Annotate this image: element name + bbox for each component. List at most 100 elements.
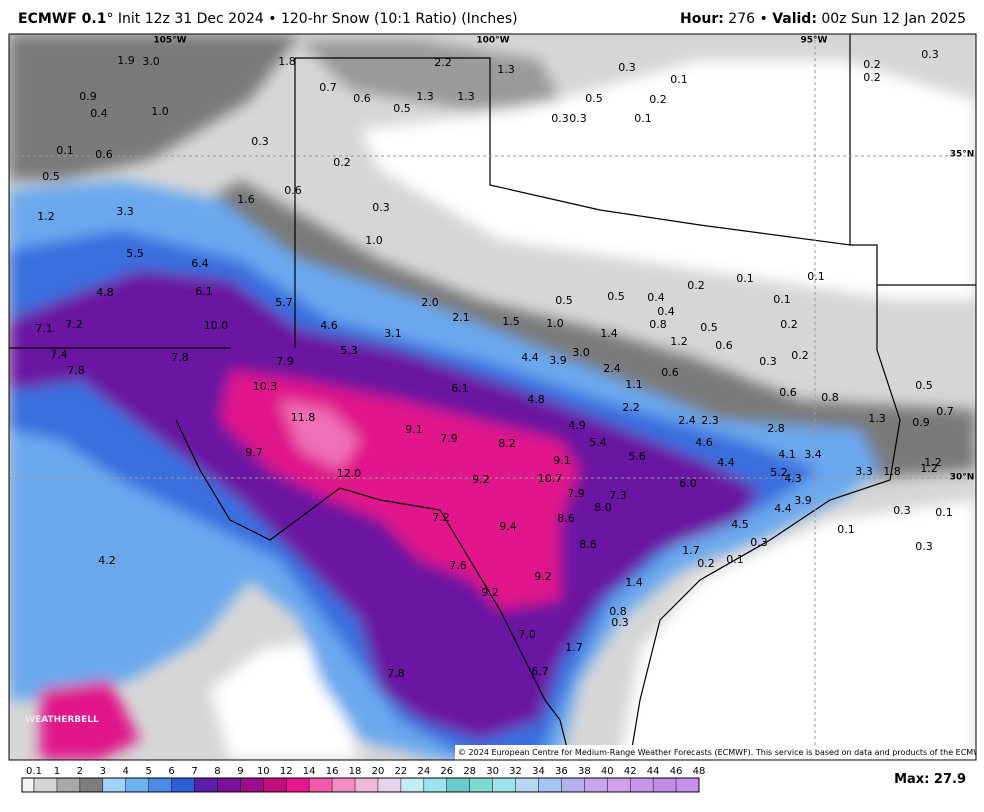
- gray-band: [180, 180, 976, 480]
- legend-tick-label: 28: [463, 766, 476, 777]
- snow-label: 1.0: [546, 317, 564, 330]
- snow-label: 1.2: [920, 462, 938, 475]
- legend-tick-label: 7: [191, 766, 197, 777]
- snow-label: 12.0: [337, 467, 362, 480]
- legend-tick-label: 18: [349, 766, 362, 777]
- snow-label: 8.2: [498, 437, 516, 450]
- snow-label: 0.3: [251, 135, 269, 148]
- snow-label: 7.8: [387, 667, 405, 680]
- snow-label: 9.2: [472, 473, 490, 486]
- legend-swatch: [194, 778, 218, 792]
- legend-swatch: [148, 778, 172, 792]
- snow-label: 0.2: [791, 349, 809, 362]
- legend-tick-label: 34: [532, 766, 545, 777]
- legend-swatch: [676, 778, 699, 792]
- snow-label: 0.5: [915, 379, 933, 392]
- snow-label: 7.2: [432, 511, 450, 524]
- snow-label: 0.6: [353, 92, 371, 105]
- snow-label: 0.5: [607, 290, 625, 303]
- legend-swatch: [607, 778, 631, 792]
- snow-label: 4.4: [774, 502, 792, 515]
- snow-label: 0.6: [661, 366, 679, 379]
- snow-label: 0.3: [372, 201, 390, 214]
- border: [175, 419, 571, 760]
- snow-label: 2.2: [622, 401, 640, 414]
- coast: [629, 479, 891, 760]
- title: ECMWF 0.1° Init 12z 31 Dec 2024 • 120-hr…: [18, 11, 518, 27]
- snow-label: 0.4: [90, 107, 108, 120]
- snow-label: 7.1: [35, 322, 53, 335]
- snow-label: 0.3: [921, 48, 939, 61]
- legend-tick-label: 44: [647, 766, 660, 777]
- logo: WEATHERBELL: [25, 715, 99, 725]
- snow-label: 0.1: [634, 112, 652, 125]
- no-snow: [620, 500, 976, 760]
- snow-label: 0.1: [670, 73, 688, 86]
- legend-tick-label: 5: [145, 766, 151, 777]
- snow-label: 0.4: [657, 305, 675, 318]
- snow-label: 7.9: [567, 487, 585, 500]
- snow-label: 2.4: [678, 414, 696, 427]
- snow-label: 9.2: [481, 586, 499, 599]
- snow-label: 1.3: [497, 63, 515, 76]
- snow-label: 4.6: [695, 436, 713, 449]
- snow-label: 4.4: [521, 351, 539, 364]
- model: ECMWF 0.1: [18, 11, 106, 27]
- snow-label: 4.2: [98, 554, 116, 567]
- legend-tick-label: 32: [509, 766, 522, 777]
- snow-label: 1.3: [457, 90, 475, 103]
- snow-label: 0.2: [697, 557, 715, 570]
- legend-swatch: [377, 778, 401, 792]
- legend-swatch: [125, 778, 149, 792]
- snow-label: 5.6: [628, 450, 646, 463]
- no-snow: [360, 60, 976, 300]
- snow-label: 4.4: [717, 456, 735, 469]
- graticule: [9, 34, 976, 760]
- snow-label: 3.0: [142, 55, 160, 68]
- snow-label: 0.9: [912, 416, 930, 429]
- legend-tick-label: 26: [440, 766, 453, 777]
- legend-swatch: [630, 778, 654, 792]
- snow-label: 0.1: [807, 270, 825, 283]
- snow-label: 0.1: [56, 144, 74, 157]
- snow-label: 0.7: [319, 81, 337, 94]
- snow-label: 6.1: [195, 285, 213, 298]
- snow-label: 3.1: [384, 327, 402, 340]
- snow-label: 5.4: [589, 436, 607, 449]
- snow-label: 1.3: [416, 90, 434, 103]
- legend-swatch: [332, 778, 356, 792]
- snow-label: 1.0: [365, 234, 383, 247]
- legend-tick-label: 9: [237, 766, 243, 777]
- legend-swatch: [34, 778, 57, 792]
- snow-label: 7.8: [171, 351, 189, 364]
- snow-label: 6.4: [191, 257, 209, 270]
- legend-tick-label: 10: [257, 766, 270, 777]
- legend-swatch: [56, 778, 80, 792]
- legend-swatch: [561, 778, 585, 792]
- snow-label: 3.0: [572, 346, 590, 359]
- labels: 1.9 3.0 1.8 2.21.3 0.30.10.20.30.20.70.6 1.3 1…: [35, 36, 974, 681]
- snow-label: 6.1: [451, 382, 469, 395]
- snow-label: 5.5: [126, 247, 144, 260]
- snow-label: 2.4: [603, 362, 621, 375]
- snow-label: 0.2: [333, 156, 351, 169]
- legend-swatch: [217, 778, 241, 792]
- legend: 0.1 1 2 3 4 5 6 7 8 9 10 12 14 16 18 20 22 24 26 28 30 32 34 36…: [21, 766, 705, 793]
- snow-label: 0.5: [700, 321, 718, 334]
- snow-label: 2.2: [434, 56, 452, 69]
- snow-label: 0.3: [618, 61, 636, 74]
- snow-label: 4.8: [96, 286, 114, 299]
- snow-label: 7.8: [67, 364, 85, 377]
- legend-swatch: [492, 778, 516, 792]
- lon-label: 105°W: [153, 36, 186, 46]
- snow-label: 7.9: [440, 432, 458, 445]
- legend-swatch: [263, 778, 287, 792]
- legend-tick-label: 16: [326, 766, 339, 777]
- snow-label: 1.3: [868, 412, 886, 425]
- snow-label: 8.6: [557, 512, 575, 525]
- magenta-band: [40, 680, 140, 760]
- map: 1.9 3.0 1.8 2.21.3 0.30.10.20.30.20.70.6 1.3 1…: [9, 34, 976, 760]
- snow-label: 0.2: [687, 279, 705, 292]
- snow-label: 0.3: [750, 536, 768, 549]
